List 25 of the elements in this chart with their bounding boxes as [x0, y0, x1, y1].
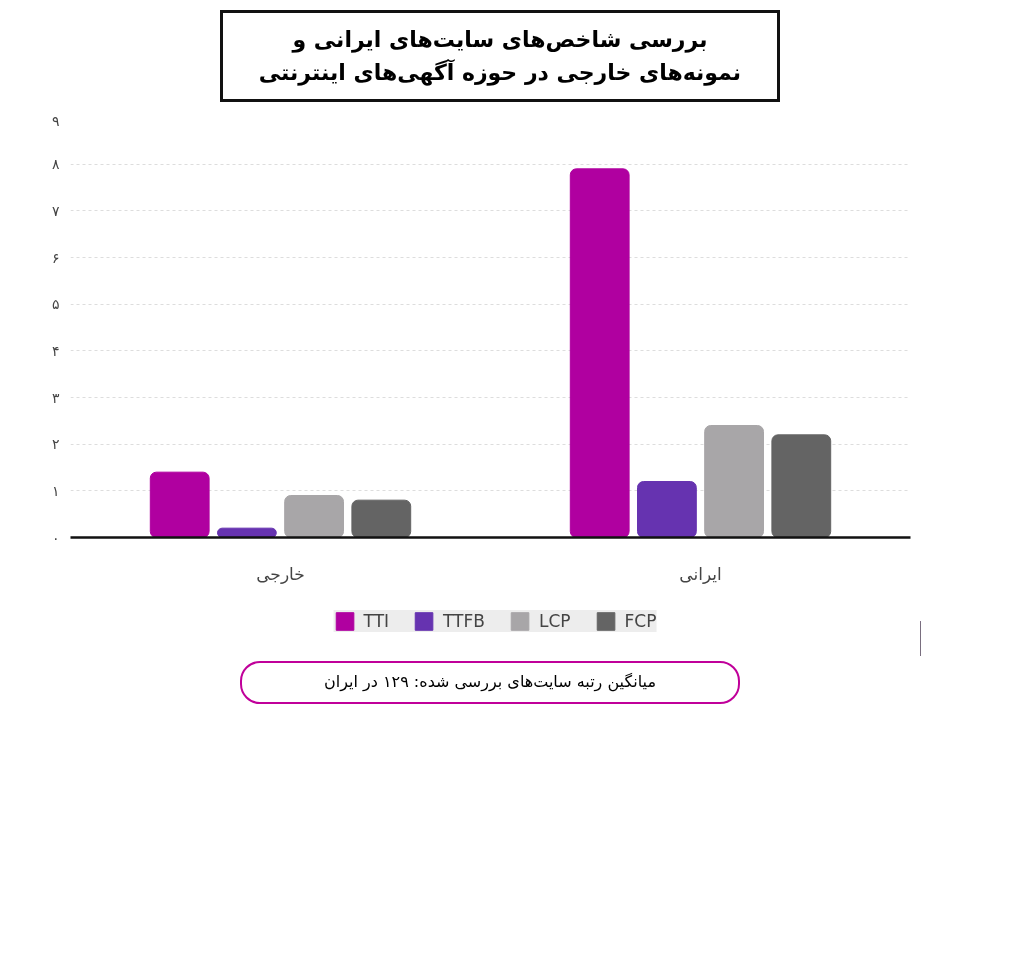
bar — [351, 499, 412, 538]
legend-label: FCP — [624, 610, 657, 632]
x-tick-label: خارجی — [256, 563, 305, 584]
y-tick-label: ۹ — [51, 112, 60, 129]
y-tick-label: ۷ — [51, 202, 60, 219]
bar — [149, 471, 210, 538]
legend-label: LCP — [538, 610, 571, 632]
bar — [704, 425, 764, 538]
bar — [569, 168, 630, 538]
y-tick-label: ۸ — [51, 156, 60, 173]
y-tick-label: ۴ — [51, 342, 60, 359]
y-tick-label: ۶ — [51, 249, 60, 266]
chart-title: بررسی شاخص‌های سایت‌های ایرانی و نمونه‌های خارجی در حوزه آگهی‌های اینترنتی — [257, 26, 743, 88]
legend-label: TTFB — [443, 610, 485, 632]
x-tick-label: ایرانی — [679, 563, 722, 584]
y-tick-label: ۲ — [51, 436, 60, 453]
y-tick-label: ۰ — [51, 529, 60, 546]
legend-label: TTI — [363, 610, 390, 632]
y-tick-label: ۳ — [51, 389, 60, 406]
y-tick-label: ۵ — [51, 296, 60, 313]
bar — [637, 481, 697, 538]
text: میانگین رتبه سایت‌های بررسی شده: ۱۲۹ در ایران — [324, 671, 656, 694]
y-tick-label: ۱ — [51, 482, 60, 499]
bar — [771, 434, 832, 538]
bar — [284, 495, 344, 538]
